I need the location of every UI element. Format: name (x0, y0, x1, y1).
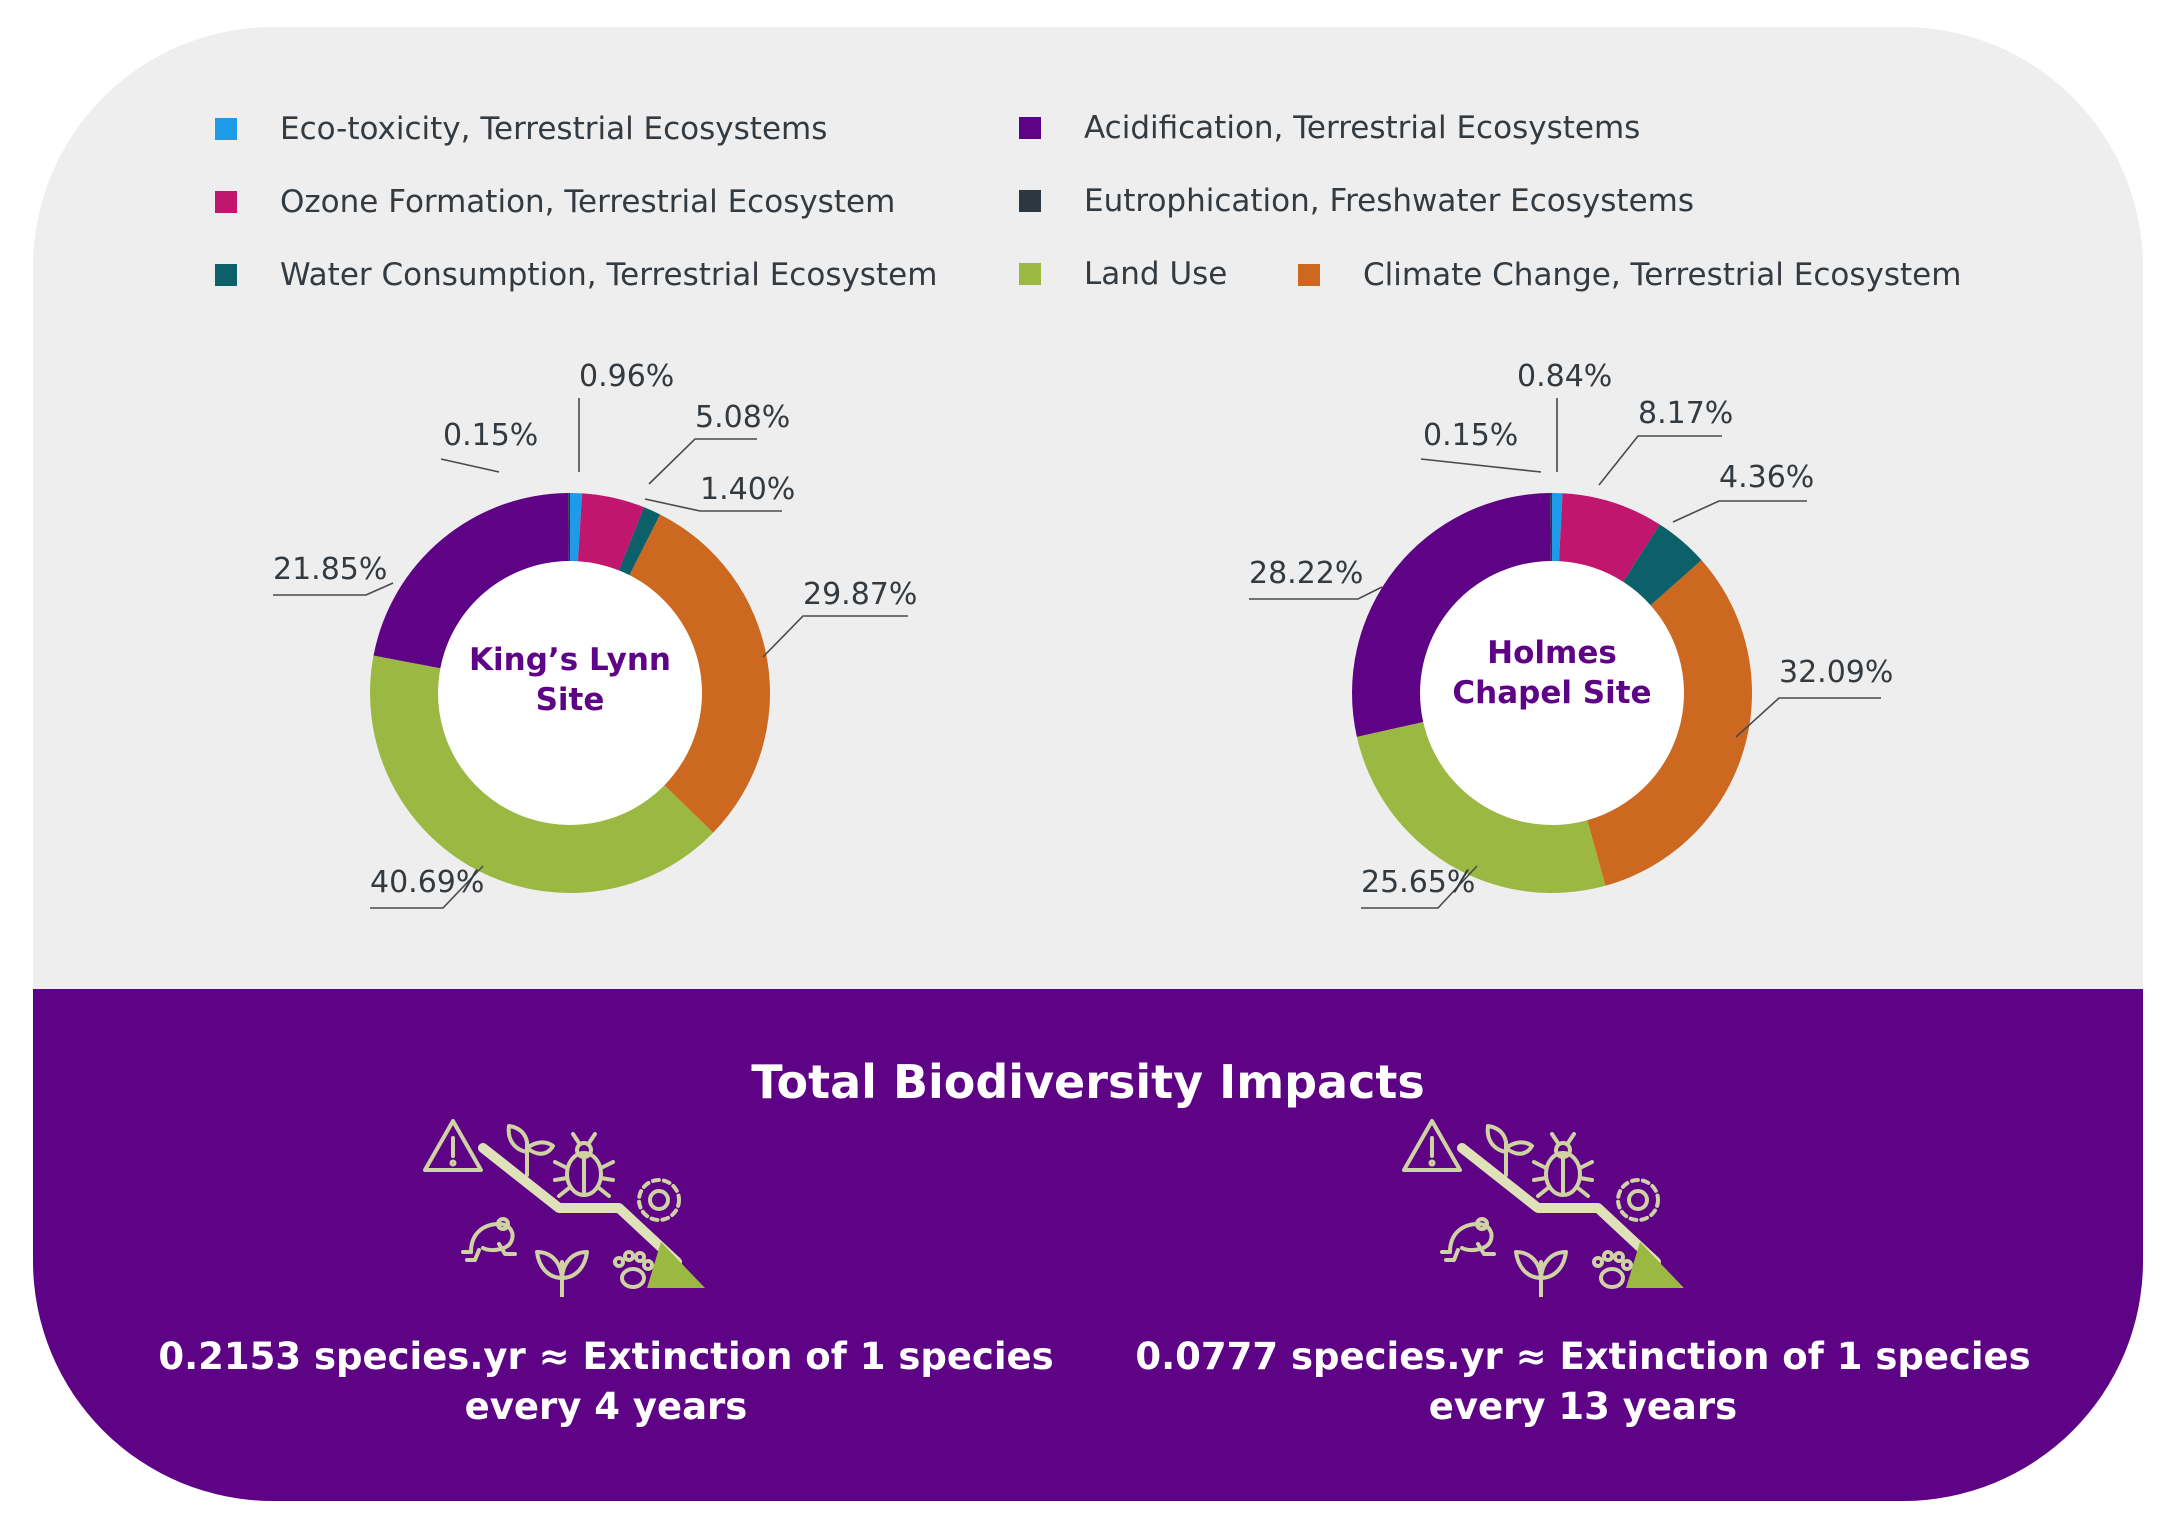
warning-icon (1402, 1119, 1462, 1172)
impact-line: 0.2153 species.yr ≈ Extinction of 1 spec… (158, 1335, 1054, 1378)
donut-title: Holmes (1487, 635, 1617, 671)
slice-label: 29.87% (803, 577, 917, 612)
legend-label: Acidification, Terrestrial Ecosystems (1084, 110, 1641, 146)
donut-slice (370, 655, 714, 894)
seedling-icon (535, 1250, 589, 1297)
slice-label: 0.15% (443, 418, 538, 453)
infographic-card: Eco-toxicity, Terrestrial Ecosystems Aci… (33, 27, 2143, 1501)
leader-line (370, 865, 484, 909)
leader-line (1361, 865, 1478, 909)
donut-slice (568, 493, 570, 562)
biodiversity-impacts-panel: Total Biodiversity Impacts (33, 989, 2143, 1501)
legend-swatch (1298, 264, 1320, 286)
donut-slice (1558, 493, 1660, 582)
donut-title: Chapel Site (1452, 675, 1651, 711)
flower-icon (1616, 1178, 1660, 1222)
donut-title: King’s Lynn (469, 642, 671, 678)
slice-label: 0.84% (1517, 359, 1612, 394)
decline-arrow-icon (478, 1143, 705, 1288)
legend-item: Water Consumption, Terrestrial Ecosystem (215, 257, 937, 293)
warning-icon (423, 1119, 483, 1172)
slice-label: 5.08% (695, 400, 790, 435)
leader-line (1249, 586, 1383, 600)
panel-title: Total Biodiversity Impacts (751, 1055, 1425, 1109)
leader-line (1598, 435, 1722, 486)
leader-line (273, 582, 394, 596)
leader-line (644, 498, 782, 512)
donut-slice (1356, 721, 1606, 893)
legend-item: Eco-toxicity, Terrestrial Ecosystems (215, 111, 827, 147)
slice-label: 40.69% (370, 865, 484, 900)
frog-icon (1440, 1217, 1496, 1262)
donut-charts: 0.96% 5.08% 1.40% 29.87% 40.69% 21.85% 0.15% Ki… (273, 359, 1893, 909)
impact-line: every 4 years (464, 1385, 748, 1428)
legend-item: Land Use (1019, 256, 1227, 292)
legend-swatch (1019, 117, 1041, 139)
donut-slice (1623, 524, 1702, 606)
donut-hole (438, 561, 702, 825)
leader-line (648, 438, 757, 485)
decline-arrow-icon (1457, 1143, 1684, 1288)
impact-line: 0.0777 species.yr ≈ Extinction of 1 spec… (1135, 1335, 2031, 1378)
donut-chart: 0.96% 5.08% 1.40% 29.87% 40.69% 21.85% 0.15% Ki… (273, 359, 917, 909)
legend-swatch (1019, 263, 1041, 285)
legend-label: Climate Change, Terrestrial Ecosystem (1363, 257, 1962, 293)
paw-icon (1592, 1250, 1633, 1289)
legend-swatch (1019, 190, 1041, 212)
legend-label: Land Use (1084, 256, 1228, 292)
donut-slice (570, 493, 583, 562)
legend-item: Ozone Formation, Terrestrial Ecosystem (215, 184, 895, 220)
legend-swatch (215, 264, 237, 286)
donut-slice (1552, 493, 1563, 562)
donut-chart: 0.84% 8.17% 4.36% 32.09% 25.65% 28.22% 0.15% Ho… (1249, 359, 1893, 909)
slice-label: 4.36% (1719, 460, 1814, 495)
donut-slice (1352, 493, 1551, 737)
donut-hole (1420, 561, 1684, 825)
impact-summary: 0.0777 species.yr ≈ Extinction of 1 spec… (1133, 1332, 2033, 1432)
leader-line (1735, 697, 1881, 738)
donut-title: Site (536, 682, 605, 718)
legend-item: Eutrophication, Freshwater Ecosystems (1019, 183, 1694, 219)
plant-icon (1485, 1124, 1534, 1177)
leader-line (440, 458, 500, 473)
beetle-icon (553, 1132, 615, 1198)
legend-swatch (215, 118, 237, 140)
donut-slice (577, 493, 645, 571)
impact-summary: 0.2153 species.yr ≈ Extinction of 1 spec… (156, 1332, 1056, 1432)
beetle-icon (1532, 1132, 1594, 1198)
legend-item: Climate Change, Terrestrial Ecosystem (1298, 257, 1961, 293)
legend-label: Eutrophication, Freshwater Ecosystems (1084, 183, 1694, 219)
legend-label: Ozone Formation, Terrestrial Ecosystem (280, 184, 896, 220)
donut-slice (1587, 560, 1752, 886)
slice-label: 1.40% (700, 472, 795, 507)
donut-slice (373, 493, 569, 669)
impact-line: every 13 years (1428, 1385, 1738, 1428)
slice-label: 25.65% (1361, 865, 1475, 900)
flower-icon (637, 1178, 681, 1222)
biodiversity-decline-icon-group (1402, 1119, 1684, 1297)
frog-icon (461, 1217, 517, 1262)
chart-area: Eco-toxicity, Terrestrial Ecosystems Aci… (33, 27, 2143, 989)
slice-label: 8.17% (1638, 396, 1733, 431)
legend-item: Acidification, Terrestrial Ecosystems (1019, 110, 1640, 146)
seedling-icon (1514, 1250, 1568, 1297)
legend-label: Water Consumption, Terrestrial Ecosystem (280, 257, 938, 293)
slice-label: 28.22% (1249, 556, 1363, 591)
plant-icon (506, 1124, 555, 1177)
donut-slice (629, 514, 770, 833)
leader-line (1672, 500, 1807, 523)
paw-icon (613, 1250, 654, 1289)
leader-line (762, 615, 908, 658)
leader-line (1420, 458, 1542, 473)
slice-label: 21.85% (273, 552, 387, 587)
donut-slice (1550, 493, 1552, 562)
slice-label: 0.15% (1423, 418, 1518, 453)
slice-label: 32.09% (1779, 655, 1893, 690)
legend-swatch (215, 191, 237, 213)
donut-slice (618, 507, 661, 576)
biodiversity-decline-icon-group (423, 1119, 705, 1297)
slice-label: 0.96% (579, 359, 674, 394)
legend-label: Eco-toxicity, Terrestrial Ecosystems (280, 111, 828, 147)
